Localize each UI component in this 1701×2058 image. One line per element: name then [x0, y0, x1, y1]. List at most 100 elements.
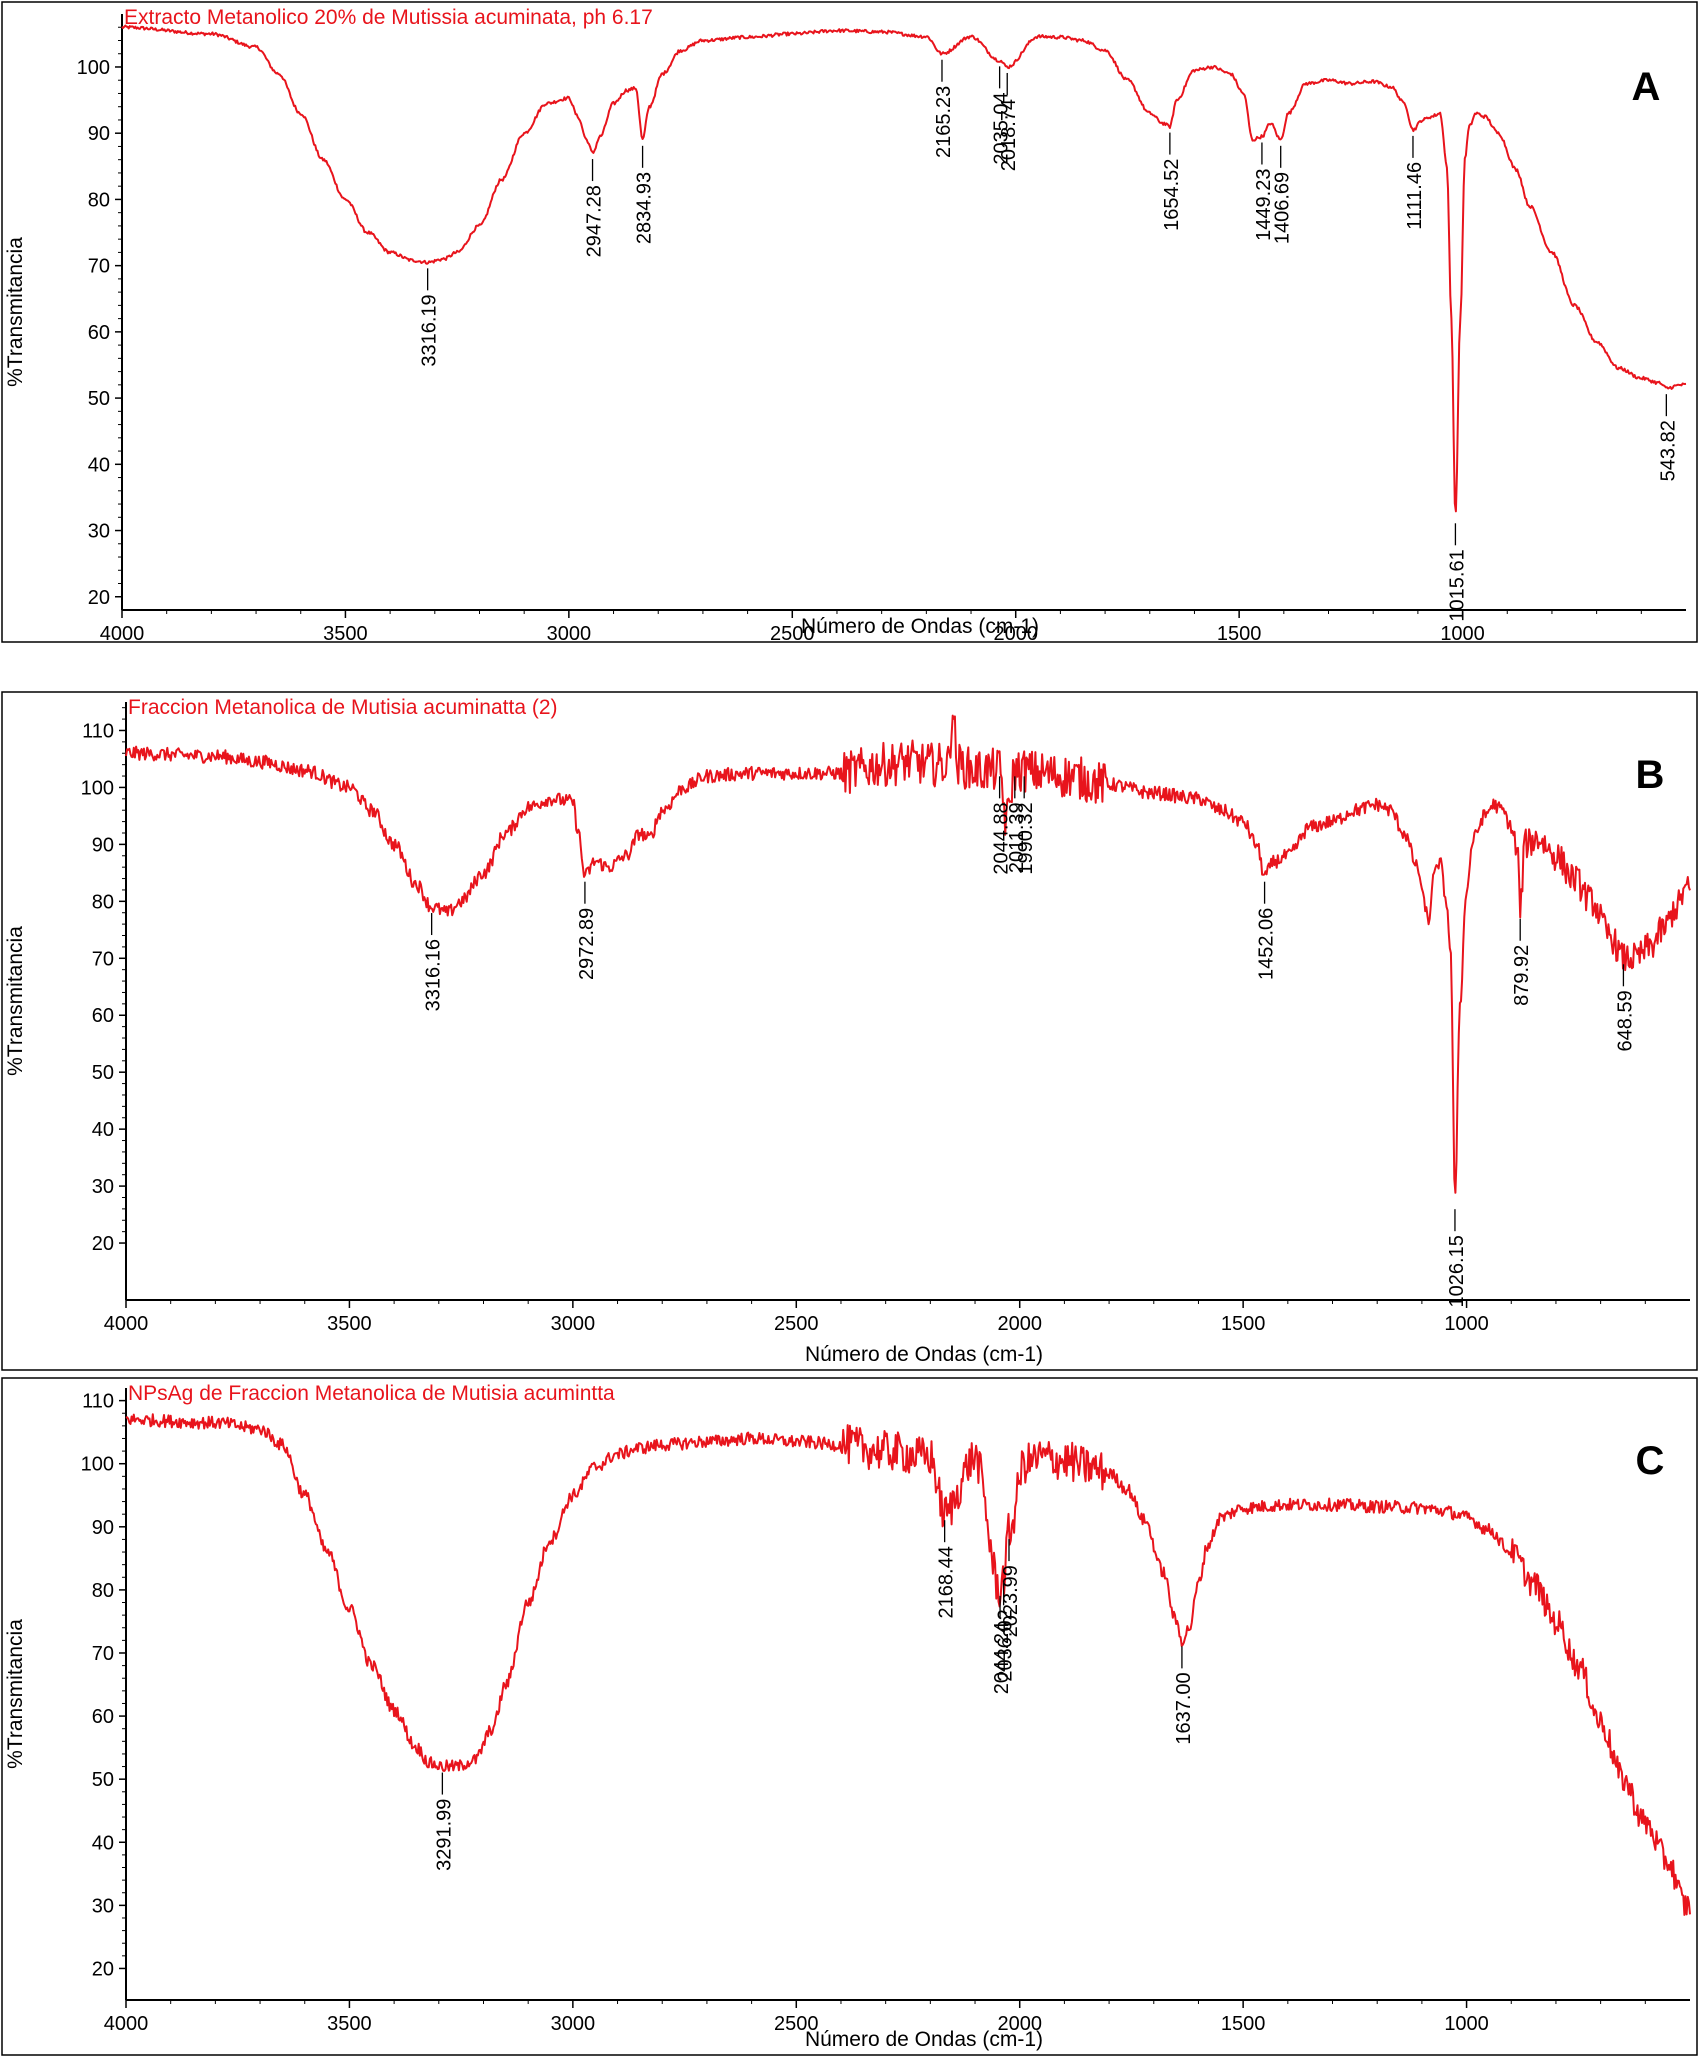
y-tick-label: 70 — [92, 1643, 114, 1665]
peak-label: 1452.06 — [1256, 908, 1278, 980]
y-tick-label: 80 — [92, 891, 114, 913]
panel-letter: A — [1632, 65, 1661, 109]
peak-label: 2947.28 — [584, 185, 606, 257]
panel-c: 20 30 40 50 60 70 80 90 100 110 4000 3500 3000 2500 20… — [1, 1377, 1698, 2056]
y-axis-title: %Transmitancia — [4, 237, 27, 387]
peak-label: 879.92 — [1511, 945, 1533, 1006]
x-tick-label: 1000 — [1440, 623, 1485, 645]
y-tick-label: 100 — [81, 1454, 114, 1476]
peak-label: 1015.61 — [1446, 549, 1468, 621]
x-axis-title: Número de Ondas (cm-1) — [805, 1343, 1043, 1366]
peak-label: 1449.23 — [1253, 169, 1275, 241]
y-tick-label: 110 — [82, 720, 114, 742]
x-tick-label: 1500 — [1221, 2013, 1266, 2035]
x-axis-title: Número de Ondas (cm-1) — [805, 2028, 1043, 2051]
panel-frame — [1, 1, 1698, 643]
x-axis-title: Número de Ondas (cm-1) — [801, 615, 1039, 638]
x-tick-label: 2000 — [993, 623, 1038, 645]
peak-label: 2023.99 — [1000, 1565, 1022, 1637]
x-tick-label: 2000 — [997, 1313, 1042, 1335]
peak-label: 2011.39 — [1006, 802, 1028, 873]
x-tick-label: 1000 — [1444, 2013, 1489, 2035]
x-tick-label: 1000 — [1444, 1313, 1489, 1335]
peak-label: 3316.19 — [419, 294, 441, 366]
x-tick-label: 3500 — [323, 623, 368, 645]
x-tick-label: 1500 — [1217, 623, 1262, 645]
peak-label: 648.59 — [1614, 990, 1636, 1051]
x-tick-label: 4000 — [104, 2013, 149, 2035]
x-tick-label: 2000 — [997, 2013, 1042, 2035]
y-tick-label: 110 — [82, 1391, 114, 1413]
x-tick-label: 2500 — [774, 1313, 819, 1335]
x-tick-label: 3500 — [327, 1313, 372, 1335]
y-tick-label: 50 — [92, 1769, 114, 1791]
x-tick-label: 3000 — [551, 2013, 596, 2035]
x-tick-label: 4000 — [104, 1313, 149, 1335]
spectrum-title: NPsAg de Fraccion Metanolica de Mutisia … — [128, 1382, 615, 1405]
y-tick-label: 50 — [92, 1062, 114, 1084]
x-tick-label: 2500 — [774, 2013, 819, 2035]
peak-label: 3291.99 — [433, 1799, 455, 1871]
y-tick-label: 20 — [92, 1233, 114, 1255]
x-tick-label: 3000 — [551, 1313, 596, 1335]
spectrum-title: Extracto Metanolico 20% de Mutissia acum… — [124, 6, 653, 29]
y-tick-label: 20 — [92, 1958, 114, 1980]
y-tick-label: 70 — [88, 256, 110, 278]
y-tick-label: 30 — [92, 1176, 114, 1198]
panel-letter: C — [1636, 1439, 1665, 1483]
peak-label: 1637.00 — [1173, 1672, 1195, 1744]
peak-label: 2168.44 — [936, 1546, 958, 1618]
peak-label: 3316.16 — [423, 939, 445, 1011]
y-tick-label: 90 — [92, 1517, 114, 1539]
y-tick-label: 70 — [92, 948, 114, 970]
peak-label: 1111.46 — [1404, 162, 1426, 230]
y-tick-label: 90 — [88, 123, 110, 145]
panel-frame — [1, 691, 1698, 1371]
y-tick-label: 80 — [88, 189, 110, 211]
panel-frame — [1, 1377, 1698, 2056]
peak-label: 2018.74 — [998, 99, 1020, 171]
peak-label: 1406.69 — [1272, 172, 1294, 244]
peak-label: 2165.23 — [933, 86, 955, 158]
y-tick-label: 80 — [92, 1580, 114, 1602]
y-tick-label: 60 — [88, 322, 110, 344]
panel-letter: B — [1636, 753, 1665, 797]
panel-b: 20 30 40 50 60 70 80 90 100 110 4000 3500 3000 2500 20… — [1, 691, 1698, 1371]
y-tick-label: 100 — [77, 57, 110, 79]
peak-label: 2834.93 — [634, 172, 656, 244]
x-tick-label: 3000 — [547, 623, 592, 645]
y-tick-label: 40 — [92, 1832, 114, 1854]
y-tick-label: 30 — [92, 1895, 114, 1917]
x-tick-label: 1500 — [1221, 1313, 1266, 1335]
y-axis-title: %Transmitancia — [4, 1619, 27, 1769]
panel-a: 20 30 40 50 60 70 80 90 100 4000 3500 3000 2500 2000 1… — [1, 1, 1698, 645]
y-tick-label: 30 — [88, 521, 110, 543]
y-tick-label: 90 — [92, 834, 114, 856]
peak-label: 2972.89 — [576, 908, 598, 980]
y-tick-label: 60 — [92, 1005, 114, 1027]
y-tick-label: 50 — [88, 388, 110, 410]
peak-label: 543.82 — [1657, 420, 1679, 481]
peak-label: 1026.15 — [1446, 1235, 1468, 1307]
x-tick-label: 2500 — [770, 623, 815, 645]
spectrum-line — [125, 1413, 1691, 1916]
peak-label: 1654.52 — [1161, 159, 1183, 231]
x-tick-label: 3500 — [327, 2013, 372, 2035]
peak-label: 2036.02 — [995, 1609, 1017, 1681]
spectrum-title: Fraccion Metanolica de Mutisia acuminatt… — [128, 696, 558, 719]
y-tick-label: 40 — [88, 454, 110, 476]
y-axis-title: %Transmitancia — [4, 926, 27, 1076]
peak-label: 1990.32 — [1015, 802, 1037, 874]
y-tick-label: 20 — [88, 587, 110, 609]
spectrum-line — [121, 24, 1687, 513]
x-tick-label: 4000 — [100, 623, 145, 645]
y-tick-label: 60 — [92, 1706, 114, 1728]
peak-label: 2035.04 — [991, 92, 1013, 164]
peak-label: 2044.88 — [991, 802, 1013, 874]
y-tick-label: 100 — [81, 777, 114, 799]
y-tick-label: 40 — [92, 1119, 114, 1141]
spectrum-line — [125, 714, 1691, 1194]
